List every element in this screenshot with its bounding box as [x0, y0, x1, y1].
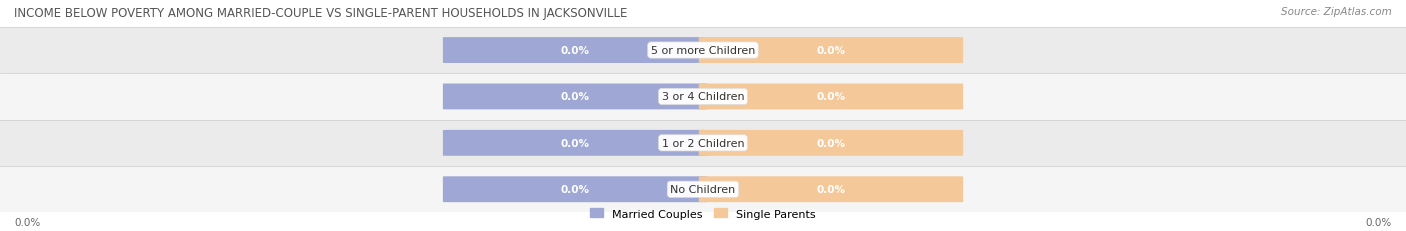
- Bar: [0, 120, 1406, 166]
- Bar: [0, 28, 1406, 74]
- Text: INCOME BELOW POVERTY AMONG MARRIED-COUPLE VS SINGLE-PARENT HOUSEHOLDS IN JACKSON: INCOME BELOW POVERTY AMONG MARRIED-COUPL…: [14, 7, 627, 20]
- Text: 0.0%: 0.0%: [561, 92, 589, 102]
- FancyBboxPatch shape: [443, 176, 707, 202]
- FancyBboxPatch shape: [443, 38, 707, 64]
- Text: 0.0%: 0.0%: [817, 138, 845, 148]
- Text: No Children: No Children: [671, 184, 735, 195]
- Bar: [0, 74, 1406, 120]
- FancyBboxPatch shape: [443, 84, 707, 110]
- FancyBboxPatch shape: [699, 38, 963, 64]
- Text: 0.0%: 0.0%: [561, 184, 589, 195]
- Bar: [0, 166, 1406, 213]
- FancyBboxPatch shape: [699, 130, 963, 156]
- Text: 0.0%: 0.0%: [817, 92, 845, 102]
- Text: 0.0%: 0.0%: [561, 138, 589, 148]
- FancyBboxPatch shape: [443, 130, 707, 156]
- FancyBboxPatch shape: [699, 84, 963, 110]
- Text: 0.0%: 0.0%: [1365, 217, 1392, 227]
- Text: 0.0%: 0.0%: [561, 46, 589, 56]
- Text: 1 or 2 Children: 1 or 2 Children: [662, 138, 744, 148]
- Legend: Married Couples, Single Parents: Married Couples, Single Parents: [586, 204, 820, 223]
- FancyBboxPatch shape: [699, 176, 963, 202]
- Text: 5 or more Children: 5 or more Children: [651, 46, 755, 56]
- Text: 3 or 4 Children: 3 or 4 Children: [662, 92, 744, 102]
- Text: Source: ZipAtlas.com: Source: ZipAtlas.com: [1281, 7, 1392, 17]
- Text: 0.0%: 0.0%: [14, 217, 41, 227]
- Text: 0.0%: 0.0%: [817, 184, 845, 195]
- Text: 0.0%: 0.0%: [817, 46, 845, 56]
